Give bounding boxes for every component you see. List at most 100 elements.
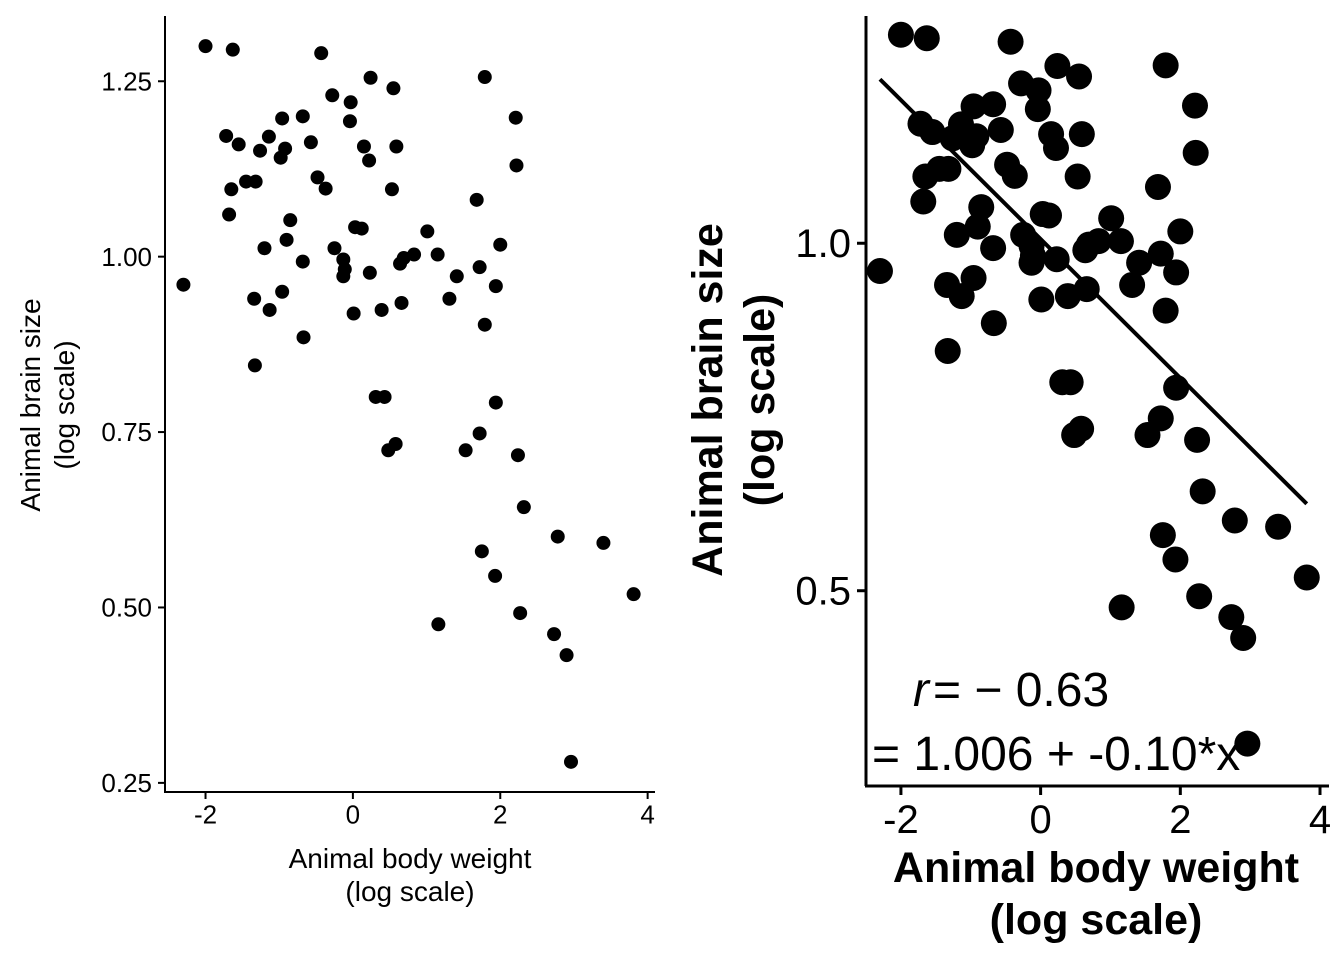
data-point	[1184, 426, 1211, 453]
data-point	[1186, 583, 1213, 610]
data-point	[1025, 77, 1052, 104]
data-point	[253, 143, 268, 158]
x-axis-title-left-line2: (log scale)	[345, 876, 474, 907]
data-point	[1230, 624, 1257, 651]
data-point	[1265, 513, 1292, 540]
data-point	[346, 306, 361, 321]
data-point	[1181, 92, 1208, 119]
y-axis-title-left: Animal brain size (log scale)	[15, 298, 80, 511]
y-ticks-right: 0.5 1.0	[795, 222, 866, 614]
data-point	[295, 109, 310, 124]
data-point	[310, 170, 325, 185]
data-point	[980, 91, 1007, 118]
data-point	[509, 158, 524, 173]
data-point	[431, 617, 446, 632]
data-point	[224, 182, 239, 197]
data-point	[273, 150, 288, 165]
y-axis-title-left-line2: (log scale)	[49, 340, 80, 469]
data-point	[430, 247, 445, 262]
data-point	[559, 648, 574, 663]
data-point	[1221, 507, 1248, 534]
data-point	[1182, 139, 1209, 166]
correlation-value: = − 0.63	[933, 664, 1109, 717]
data-point	[960, 93, 987, 120]
data-point	[866, 258, 893, 285]
y-tick-label: 0.25	[101, 768, 152, 798]
x-tick-label: 0	[1029, 798, 1051, 842]
data-point	[262, 302, 277, 317]
data-point	[943, 221, 970, 248]
data-point	[1107, 228, 1134, 255]
data-point	[1098, 205, 1125, 232]
data-point	[913, 25, 940, 52]
data-point	[1066, 63, 1093, 90]
data-point	[472, 260, 487, 275]
data-point	[1119, 271, 1146, 298]
data-point	[887, 21, 914, 48]
data-point	[488, 279, 503, 294]
data-point	[386, 81, 401, 96]
data-point	[1061, 422, 1088, 449]
data-point	[469, 192, 484, 207]
data-point	[513, 606, 528, 621]
data-point	[1152, 52, 1179, 79]
x-axis-title-left-line1: Animal body weight	[289, 843, 532, 874]
data-point	[1147, 405, 1174, 432]
data-point	[356, 139, 371, 154]
data-point	[474, 544, 489, 559]
data-point	[1028, 286, 1055, 313]
data-point	[261, 129, 276, 144]
data-points-left	[176, 39, 641, 769]
x-tick-label: 2	[493, 800, 507, 830]
data-point	[1068, 121, 1095, 148]
data-point	[1163, 374, 1190, 401]
data-point	[472, 426, 487, 441]
x-ticks-right: -2 0 2 4	[883, 786, 1331, 842]
y-tick-label: 1.25	[101, 66, 152, 96]
y-tick-label: 0.75	[101, 417, 152, 447]
data-point	[381, 443, 396, 458]
data-point	[626, 587, 641, 602]
data-point	[493, 237, 508, 252]
data-point	[394, 295, 409, 310]
data-point	[275, 284, 290, 299]
data-point	[247, 291, 262, 306]
data-point	[222, 207, 237, 222]
data-point	[231, 137, 246, 152]
data-point	[279, 232, 294, 247]
y-axis-title-left-line1: Animal brain size	[15, 298, 46, 511]
data-point	[1152, 297, 1179, 324]
y-tick-label: 0.50	[101, 593, 152, 623]
data-point	[198, 39, 213, 54]
data-point	[1064, 163, 1091, 190]
data-point	[564, 754, 578, 769]
data-point	[1001, 162, 1028, 189]
data-point	[488, 568, 503, 583]
data-point	[980, 310, 1007, 337]
data-point	[1057, 369, 1084, 396]
data-point	[968, 194, 995, 221]
data-point	[959, 132, 986, 159]
scatter-panel-left: 0.25 0.50 0.75 1.00 1.25 -2 0 2 4 Animal body w…	[15, 16, 655, 907]
x-ticks-left: -2 0 2 4	[194, 792, 655, 830]
data-point	[1149, 522, 1176, 549]
equation-annotation: = 1.006 + -0.10*x	[872, 728, 1240, 781]
data-point	[1147, 240, 1174, 267]
y-ticks-left: 0.25 0.50 0.75 1.00 1.25	[101, 66, 165, 798]
x-tick-label: 4	[1309, 798, 1331, 842]
data-point	[1036, 202, 1063, 229]
data-point	[1043, 246, 1070, 273]
data-point	[1042, 135, 1069, 162]
data-point	[910, 188, 937, 215]
data-point	[458, 443, 473, 458]
data-point	[547, 627, 562, 642]
correlation-annotation: r= − 0.63	[913, 664, 1109, 717]
data-point	[1024, 96, 1051, 123]
data-point	[477, 70, 492, 85]
data-point	[1189, 478, 1216, 505]
data-point	[442, 291, 457, 306]
data-point	[295, 254, 310, 269]
data-point	[987, 116, 1014, 143]
y-tick-label: 1.00	[101, 242, 152, 272]
data-point	[516, 500, 531, 515]
